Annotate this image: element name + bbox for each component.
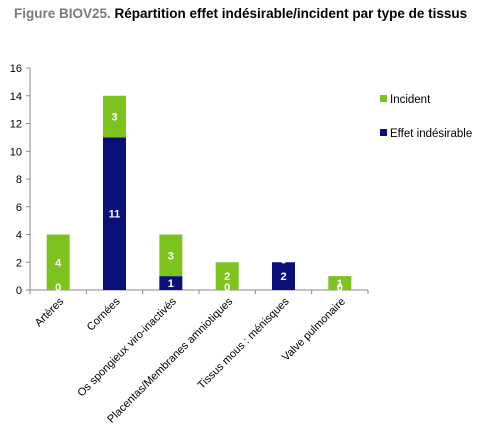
y-tick-label: 10: [10, 146, 22, 158]
y-tick-label: 0: [16, 285, 22, 297]
y-tick-label: 12: [10, 119, 22, 131]
x-tick-label: Valve pulmonaire: [280, 296, 348, 364]
data-label-incident: 2: [224, 271, 230, 283]
x-tick-label: Placentas/Membranes amniotiques: [105, 295, 235, 425]
data-label-effet-indesirable: 1: [168, 278, 174, 290]
legend-swatch: [380, 95, 387, 102]
bar-segment-incident: [159, 234, 183, 277]
bar-segment-effet-indesirable: [103, 137, 126, 290]
bar-segment-incident: [215, 262, 239, 290]
y-tick-label: 6: [16, 202, 22, 214]
chart-title-main: Répartition effet indésirable/incident p…: [114, 6, 468, 21]
data-label-incident: 3: [111, 112, 117, 124]
bar-segment-incident: [328, 276, 352, 290]
data-label-incident: 0: [280, 254, 286, 266]
y-tick-label: 2: [16, 257, 22, 269]
data-label-incident: 1: [337, 278, 343, 290]
x-tick-label: Os spongieux viro-inactivés: [75, 295, 179, 399]
bar-segment-incident: [46, 234, 70, 290]
legend-swatch: [380, 129, 387, 136]
y-tick-label: 8: [16, 174, 22, 186]
data-label-effet-indesirable: 0: [337, 282, 343, 294]
data-label-effet-indesirable: 2: [280, 271, 286, 283]
chart-title: Figure BIOV25. Répartition effet indésir…: [14, 6, 467, 21]
data-label-incident: 4: [55, 257, 62, 269]
x-tick-label: Cornées: [85, 295, 123, 333]
y-tick-label: 14: [10, 91, 22, 103]
data-label-incident: 3: [168, 250, 174, 262]
data-label-effet-indesirable: 11: [109, 209, 121, 221]
y-tick-label: 16: [10, 63, 22, 75]
data-label-effet-indesirable: 0: [224, 282, 230, 294]
bar-segment-effet-indesirable: [159, 276, 183, 290]
y-tick-label: 4: [16, 230, 22, 242]
x-tick-label: Tissus mous : ménisques: [196, 295, 292, 391]
data-label-effet-indesirable: 0: [55, 282, 61, 294]
x-tick-label: Artères: [33, 295, 67, 329]
bar-segment-effet-indesirable: [272, 262, 295, 290]
chart-title-prefix: Figure BIOV25.: [14, 6, 111, 21]
bar-segment-incident: [103, 95, 126, 138]
legend-label: Incident: [390, 94, 431, 106]
legend-label: Effet indésirable: [390, 128, 472, 140]
